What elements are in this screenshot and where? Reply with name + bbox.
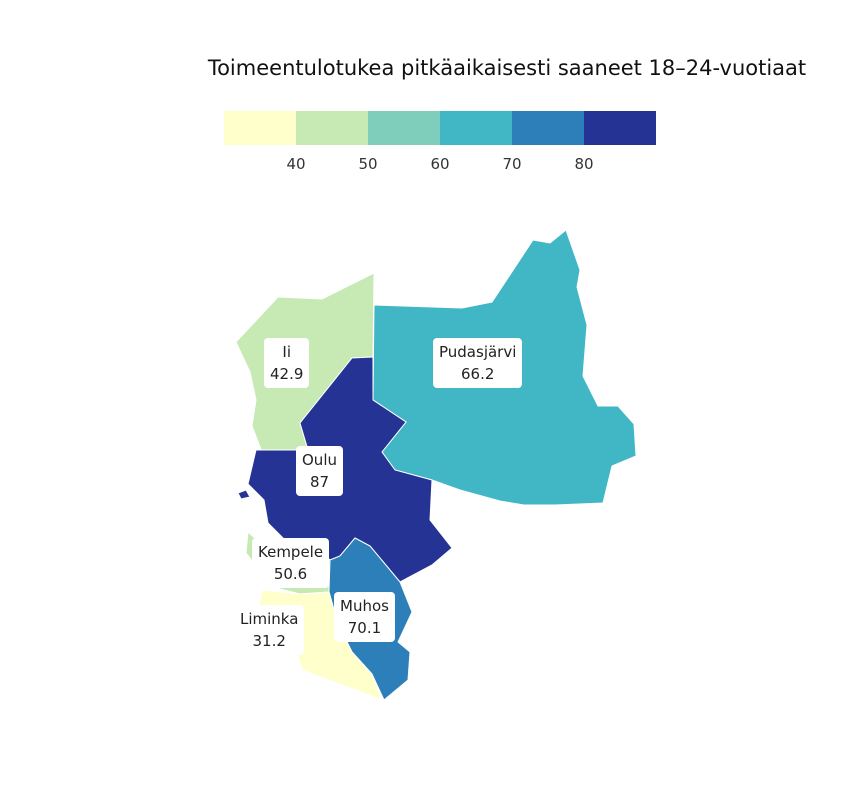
legend-swatch-2 <box>296 111 368 145</box>
legend-tick-70: 70 <box>502 155 522 173</box>
legend-tick-80: 80 <box>574 155 594 173</box>
legend-swatch-5 <box>512 111 584 145</box>
legend-swatch-6 <box>584 111 656 145</box>
label-liminka-name: Liminka <box>240 610 299 628</box>
label-oulu: Oulu 87 <box>296 446 343 496</box>
legend-swatch-1 <box>224 111 296 145</box>
label-ii-value: 42.9 <box>270 365 304 383</box>
label-muhos: Muhos 70.1 <box>334 592 395 642</box>
label-pudasjarvi-value: 66.2 <box>460 365 495 383</box>
region-oulu-island <box>237 489 251 500</box>
label-kempele-name: Kempele <box>258 543 324 561</box>
label-pudasjarvi: Pudasjärvi 66.2 <box>433 338 523 388</box>
legend-tick-50: 50 <box>358 155 378 173</box>
label-kempele: Kempele 50.6 <box>252 538 330 588</box>
label-ii-name: Ii <box>282 343 291 361</box>
map-title: Toimeentulotukea pitkäaikaisesti saaneet… <box>207 56 807 80</box>
label-oulu-name: Oulu <box>302 451 337 469</box>
label-oulu-value: 87 <box>309 473 330 491</box>
legend-swatch-4 <box>440 111 512 145</box>
label-pudasjarvi-name: Pudasjärvi <box>439 343 517 361</box>
label-kempele-value: 50.6 <box>273 565 308 583</box>
label-liminka-value: 31.2 <box>252 632 286 650</box>
color-legend: 40 50 60 70 80 <box>224 111 656 173</box>
legend-tick-40: 40 <box>286 155 306 173</box>
label-ii: Ii 42.9 <box>264 338 310 388</box>
legend-swatch-3 <box>368 111 440 145</box>
legend-tick-60: 60 <box>430 155 450 173</box>
label-muhos-name: Muhos <box>340 597 389 615</box>
label-liminka: Liminka 31.2 <box>234 605 305 655</box>
label-muhos-value: 70.1 <box>347 619 382 637</box>
